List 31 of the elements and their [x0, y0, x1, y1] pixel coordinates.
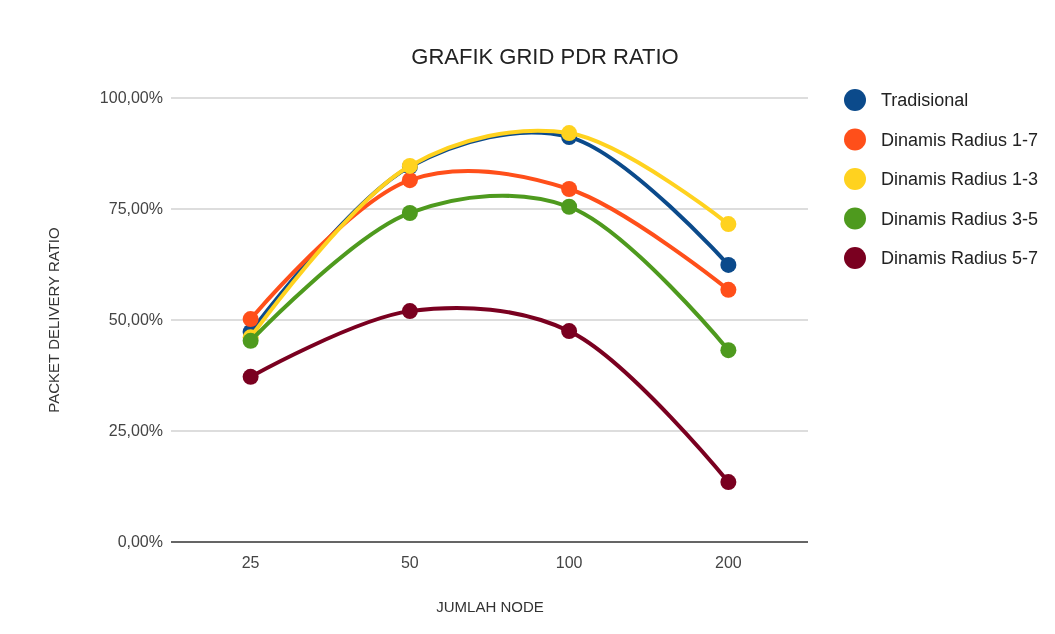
chart-title: GRAFIK GRID PDR RATIO — [411, 44, 679, 69]
point — [561, 181, 578, 198]
point — [720, 474, 737, 491]
y-axis-title: PACKET DELIVERY RATIO — [45, 227, 62, 413]
point — [242, 311, 259, 328]
y-tick-label: 0,00% — [117, 533, 163, 550]
x-tick-label: 200 — [715, 554, 742, 571]
y-tick-label: 50,00% — [108, 311, 163, 328]
point — [401, 172, 418, 189]
point — [561, 323, 578, 340]
legend-label: Dinamis Radius 1-7 — [881, 129, 1039, 150]
y-tick-label: 75,00% — [108, 200, 163, 217]
x-tick-label: 50 — [400, 554, 419, 571]
y-tick-label: 100,00% — [99, 89, 163, 106]
x-tick-label: 100 — [555, 554, 583, 571]
point — [561, 198, 578, 215]
point — [720, 256, 737, 273]
point — [401, 303, 418, 320]
point — [720, 281, 737, 298]
point — [720, 342, 737, 359]
point — [401, 205, 418, 221]
x-tick-label: 25 — [241, 554, 260, 571]
point — [720, 216, 737, 233]
x-axis-title: JUMLAH NODE — [436, 598, 544, 615]
point — [242, 368, 259, 385]
legend-label: Tradisional — [881, 90, 969, 110]
legend-label: Dinamis Radius 1-3 — [881, 169, 1039, 189]
legend-label: Dinamis Radius 5-7 — [881, 248, 1039, 268]
y-tick-label: 25,00% — [108, 422, 163, 439]
point — [561, 125, 578, 142]
legend-label: Dinamis Radius 3-5 — [881, 208, 1039, 229]
